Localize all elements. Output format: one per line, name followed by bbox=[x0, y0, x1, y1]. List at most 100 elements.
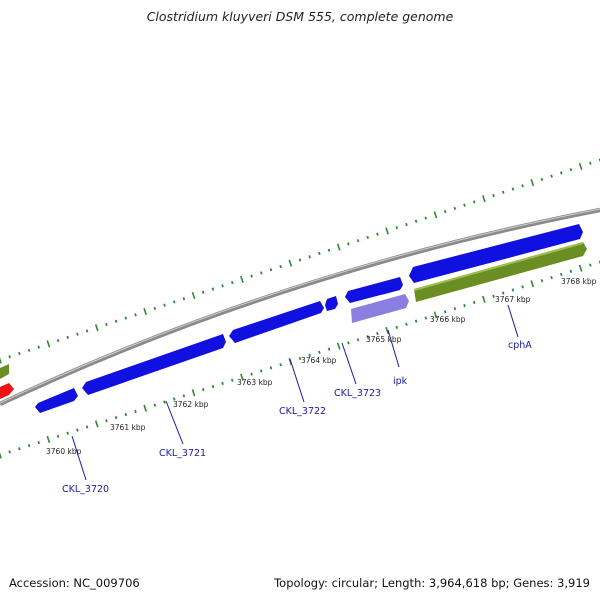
minor-tick bbox=[550, 174, 553, 178]
gene-label-cphA[interactable]: cphA bbox=[508, 340, 532, 351]
minor-tick bbox=[124, 412, 128, 417]
minor-tick bbox=[453, 307, 457, 311]
minor-tick bbox=[27, 444, 31, 448]
minor-tick bbox=[521, 184, 524, 188]
minor-tick bbox=[134, 313, 137, 317]
minor-tick bbox=[269, 366, 273, 370]
minor-tick bbox=[153, 403, 157, 407]
major-tick bbox=[0, 357, 2, 364]
major-tick bbox=[336, 342, 341, 350]
gene-label-ckl-3723[interactable]: CKL_3723 bbox=[334, 388, 381, 399]
minor-tick bbox=[405, 222, 408, 227]
kbp-label: 3760 kbp bbox=[46, 447, 82, 456]
gene-cds-ckl-3723[interactable] bbox=[345, 277, 403, 303]
minor-tick bbox=[589, 161, 592, 165]
genome-backbone bbox=[0, 207, 600, 407]
minor-tick bbox=[405, 322, 408, 326]
major-tick bbox=[578, 264, 583, 272]
minor-tick bbox=[318, 350, 321, 354]
minor-tick bbox=[105, 322, 108, 327]
minor-tick bbox=[569, 269, 573, 273]
minor-tick bbox=[182, 297, 186, 301]
gene-label-ipk[interactable]: ipk bbox=[393, 376, 408, 387]
feature-red-partial[interactable] bbox=[0, 383, 14, 399]
major-tick bbox=[288, 259, 293, 267]
gene-cphA[interactable] bbox=[414, 242, 587, 302]
minor-tick bbox=[56, 339, 60, 343]
minor-tick bbox=[376, 331, 379, 336]
minor-tick bbox=[395, 325, 399, 329]
major-tick bbox=[385, 227, 389, 235]
gene-cds-ckl-3720[interactable] bbox=[35, 388, 78, 413]
leader-cphA bbox=[507, 304, 519, 338]
kbp-label: 3768 kbp bbox=[561, 277, 597, 286]
gene-cds-ckl-3722[interactable] bbox=[229, 301, 324, 343]
minor-tick bbox=[134, 409, 137, 414]
major-tick bbox=[433, 211, 438, 219]
minor-tick bbox=[201, 388, 205, 392]
minor-tick bbox=[18, 351, 21, 356]
major-tick bbox=[482, 195, 486, 203]
minor-tick bbox=[463, 303, 466, 308]
major-tick bbox=[191, 291, 196, 300]
minor-tick bbox=[201, 290, 205, 294]
major-tick bbox=[433, 311, 438, 319]
minor-tick bbox=[550, 275, 553, 280]
kbp-label: 3767 kbp bbox=[495, 295, 531, 304]
major-tick bbox=[0, 452, 2, 459]
minor-tick bbox=[472, 300, 476, 305]
genome-backbone-highlight bbox=[0, 208, 600, 404]
minor-tick bbox=[269, 268, 273, 272]
major-tick bbox=[336, 243, 341, 251]
major-tick bbox=[240, 373, 244, 381]
minor-tick bbox=[298, 356, 302, 361]
minor-tick bbox=[540, 177, 544, 181]
minor-tick bbox=[8, 450, 11, 454]
gene-label-ckl-3721[interactable]: CKL_3721 bbox=[159, 448, 206, 459]
kbp-label: 3761 kbp bbox=[110, 423, 146, 432]
major-tick bbox=[530, 280, 535, 288]
gene-cds-ckl-3721[interactable] bbox=[82, 334, 226, 395]
outer-tick-ring bbox=[0, 158, 600, 364]
gene-cds-small[interactable] bbox=[325, 296, 338, 311]
minor-tick bbox=[105, 419, 108, 423]
minor-tick bbox=[327, 347, 331, 351]
gene-cds-long[interactable] bbox=[409, 224, 583, 283]
kbp-label: 3764 kbp bbox=[301, 356, 337, 365]
major-tick bbox=[46, 340, 51, 348]
feature-rna-partial[interactable] bbox=[0, 364, 9, 379]
minor-tick bbox=[279, 363, 282, 367]
minor-tick bbox=[308, 255, 311, 259]
minor-tick bbox=[37, 345, 41, 349]
minor-tick bbox=[66, 431, 70, 435]
minor-tick bbox=[327, 248, 331, 252]
kbp-label: 3765 kbp bbox=[366, 335, 402, 344]
minor-tick bbox=[356, 239, 360, 243]
inner-tick-ring bbox=[0, 260, 600, 459]
leader-ckl-3720 bbox=[71, 435, 87, 481]
gene-label-ckl-3722[interactable]: CKL_3722 bbox=[279, 406, 326, 417]
minor-tick bbox=[472, 200, 476, 204]
minor-tick bbox=[211, 287, 215, 291]
gene-label-ckl-3720[interactable]: CKL_3720 bbox=[62, 484, 109, 495]
genome-summary-text: Topology: circular; Length: 3,964,618 bp… bbox=[274, 576, 590, 590]
minor-tick bbox=[347, 242, 350, 246]
minor-tick bbox=[8, 355, 11, 359]
minor-tick bbox=[172, 300, 176, 304]
minor-tick bbox=[230, 378, 234, 382]
feature-track bbox=[0, 224, 587, 413]
leader-ckl-3722 bbox=[289, 358, 305, 403]
minor-tick bbox=[85, 425, 89, 429]
minor-tick bbox=[569, 168, 573, 172]
minor-tick bbox=[366, 335, 370, 339]
major-tick bbox=[240, 275, 244, 283]
major-tick bbox=[143, 404, 147, 412]
major-tick bbox=[143, 308, 148, 316]
minor-tick bbox=[18, 447, 21, 451]
minor-tick bbox=[308, 353, 311, 357]
gene-cds-ipk[interactable] bbox=[351, 294, 409, 323]
minor-tick bbox=[153, 306, 157, 310]
minor-tick bbox=[182, 394, 186, 398]
kbp-label: 3763 kbp bbox=[237, 378, 273, 387]
minor-tick bbox=[211, 384, 215, 389]
